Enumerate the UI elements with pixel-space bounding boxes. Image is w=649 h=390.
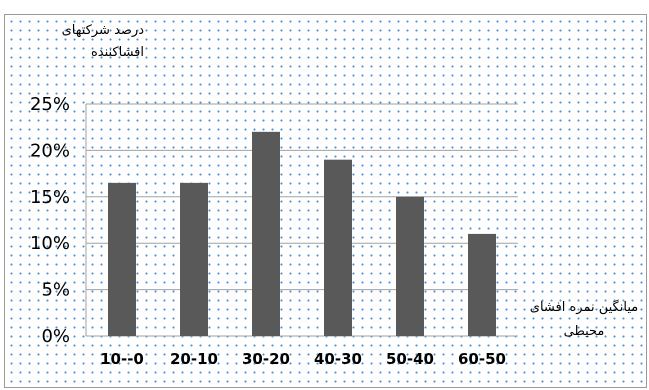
y-tick-label: 5%: [41, 280, 70, 301]
bar-10--0: [108, 182, 136, 336]
y-tick-label: 15%: [30, 187, 70, 208]
y-tick-label: 25%: [30, 94, 70, 115]
x-axis-title-line2: محیطی: [563, 324, 605, 339]
bar-30-20: [252, 131, 280, 336]
x-tick-label: 10--0: [100, 350, 144, 368]
x-tick-label: 20-10: [170, 350, 218, 368]
bar-20-10: [180, 182, 208, 336]
y-axis-title: درصد شرکتهای افشاکننده: [62, 20, 144, 64]
y-axis-title-line2: افشاکننده: [90, 45, 144, 60]
bar-40-30: [324, 159, 352, 336]
x-axis-title: میانگین نمره افشای محیطی: [520, 296, 648, 344]
y-tick-label: 0%: [41, 326, 70, 347]
cropped-text-fragments: [40, 5, 600, 10]
bars: [108, 131, 496, 336]
x-tick-labels: 10--0 20-10 30-20 40-30 50-40 60-50: [100, 350, 506, 368]
grid-lines: [85, 103, 518, 337]
y-axis-title-line1: درصد شرکتهای: [61, 23, 144, 38]
bar-60-50: [468, 233, 496, 336]
x-tick-label: 50-40: [386, 350, 434, 368]
x-tick-label: 30-20: [242, 350, 290, 368]
x-tick-label: 40-30: [314, 350, 362, 368]
bar-50-40: [396, 196, 424, 336]
y-tick-label: 20%: [30, 140, 70, 161]
x-tick-label: 60-50: [458, 350, 506, 368]
cropped-text-strip: [0, 0, 649, 10]
x-axis-title-line1: میانگین نمره افشای: [529, 300, 639, 315]
y-tick-labels: 0% 5% 10% 15% 20% 25%: [30, 94, 70, 347]
y-tick-label: 10%: [30, 233, 70, 254]
